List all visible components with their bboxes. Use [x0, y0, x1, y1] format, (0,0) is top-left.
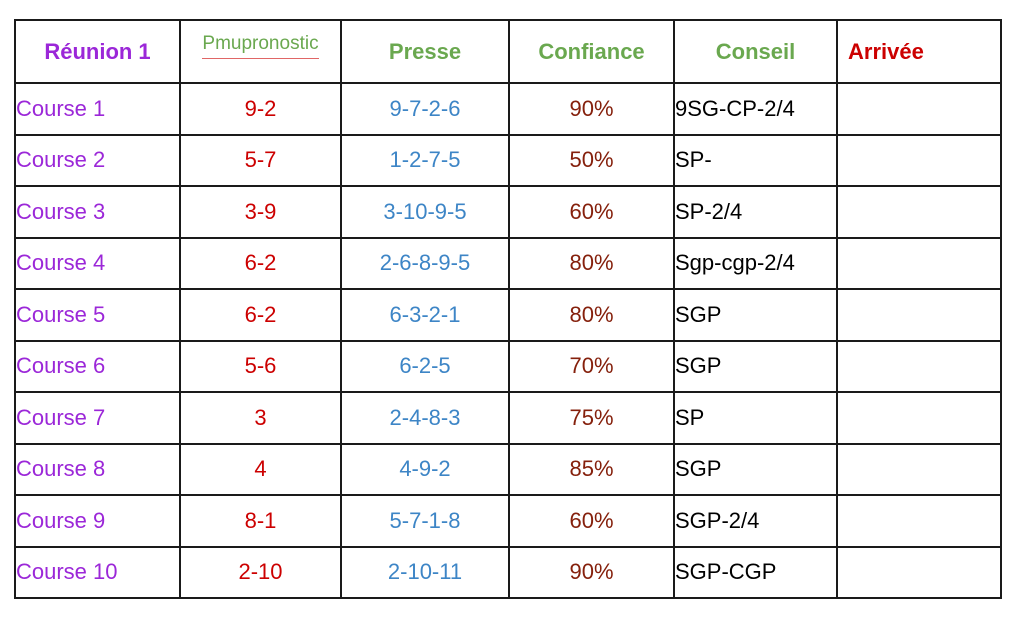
cell-confiance: 60%: [508, 494, 675, 548]
cell-presse: 9-7-2-6: [340, 82, 510, 136]
cell-conseil: 9SG-CP-2/4: [673, 82, 838, 136]
cell-conseil: SGP: [673, 442, 838, 496]
table-row: Course 4 6-2 2-6-8-9-5 80% Sgp-cgp-2/4: [14, 236, 1002, 290]
table-row: Course 6 5-6 6-2-5 70% SGP: [14, 339, 1002, 393]
table-row: Course 10 2-10 2-10-11 90% SGP-CGP: [14, 545, 1002, 599]
table-row: Course 7 3 2-4-8-3 75% SP: [14, 391, 1002, 445]
cell-arrivee[interactable]: [836, 339, 1002, 393]
cell-confiance: 75%: [508, 391, 675, 445]
cell-presse: 6-3-2-1: [340, 288, 510, 342]
cell-presse: 2-10-11: [340, 545, 510, 599]
cell-conseil: SGP: [673, 288, 838, 342]
header-confiance: Confiance: [508, 19, 675, 84]
cell-confiance: 50%: [508, 133, 675, 187]
cell-course: Course 2: [14, 133, 181, 187]
cell-conseil: Sgp-cgp-2/4: [673, 236, 838, 290]
cell-pmu: 4: [179, 442, 342, 496]
cell-conseil: SP: [673, 391, 838, 445]
header-reunion: Réunion 1: [14, 19, 181, 84]
cell-arrivee[interactable]: [836, 288, 1002, 342]
table-row: Course 1 9-2 9-7-2-6 90% 9SG-CP-2/4: [14, 82, 1002, 136]
cell-pmu: 6-2: [179, 288, 342, 342]
cell-presse: 2-4-8-3: [340, 391, 510, 445]
cell-arrivee[interactable]: [836, 391, 1002, 445]
cell-pmu: 5-7: [179, 133, 342, 187]
cell-presse: 5-7-1-8: [340, 494, 510, 548]
cell-conseil: SGP-CGP: [673, 545, 838, 599]
header-pmupronostic-label: Pmupronostic: [202, 33, 319, 59]
cell-pmu: 9-2: [179, 82, 342, 136]
cell-course: Course 9: [14, 494, 181, 548]
cell-arrivee[interactable]: [836, 82, 1002, 136]
cell-presse: 4-9-2: [340, 442, 510, 496]
header-pmupronostic: Pmupronostic: [179, 19, 342, 84]
cell-course: Course 1: [14, 82, 181, 136]
pronostic-table: Réunion 1 Pmupronostic Presse Confiance …: [14, 19, 1002, 599]
cell-conseil: SGP: [673, 339, 838, 393]
cell-pmu: 6-2: [179, 236, 342, 290]
header-presse: Presse: [340, 19, 510, 84]
cell-pmu: 5-6: [179, 339, 342, 393]
cell-pmu: 3: [179, 391, 342, 445]
cell-arrivee[interactable]: [836, 494, 1002, 548]
cell-confiance: 90%: [508, 545, 675, 599]
cell-arrivee[interactable]: [836, 236, 1002, 290]
table-row: Course 5 6-2 6-3-2-1 80% SGP: [14, 288, 1002, 342]
header-row: Réunion 1 Pmupronostic Presse Confiance …: [14, 19, 1002, 84]
cell-course: Course 8: [14, 442, 181, 496]
cell-confiance: 60%: [508, 185, 675, 239]
cell-conseil: SGP-2/4: [673, 494, 838, 548]
table-row: Course 3 3-9 3-10-9-5 60% SP-2/4: [14, 185, 1002, 239]
cell-confiance: 70%: [508, 339, 675, 393]
table-row: Course 2 5-7 1-2-7-5 50% SP-: [14, 133, 1002, 187]
cell-presse: 3-10-9-5: [340, 185, 510, 239]
cell-presse: 1-2-7-5: [340, 133, 510, 187]
cell-confiance: 80%: [508, 288, 675, 342]
cell-confiance: 85%: [508, 442, 675, 496]
cell-arrivee[interactable]: [836, 185, 1002, 239]
cell-pmu: 3-9: [179, 185, 342, 239]
cell-arrivee[interactable]: [836, 545, 1002, 599]
cell-conseil: SP-2/4: [673, 185, 838, 239]
cell-confiance: 80%: [508, 236, 675, 290]
cell-conseil: SP-: [673, 133, 838, 187]
header-arrivee: Arrivée: [836, 19, 1002, 84]
cell-arrivee[interactable]: [836, 442, 1002, 496]
cell-course: Course 6: [14, 339, 181, 393]
cell-course: Course 10: [14, 545, 181, 599]
cell-pmu: 8-1: [179, 494, 342, 548]
table-row: Course 8 4 4-9-2 85% SGP: [14, 442, 1002, 496]
cell-presse: 2-6-8-9-5: [340, 236, 510, 290]
cell-confiance: 90%: [508, 82, 675, 136]
cell-course: Course 4: [14, 236, 181, 290]
cell-course: Course 3: [14, 185, 181, 239]
cell-pmu: 2-10: [179, 545, 342, 599]
cell-presse: 6-2-5: [340, 339, 510, 393]
cell-arrivee[interactable]: [836, 133, 1002, 187]
cell-course: Course 5: [14, 288, 181, 342]
cell-course: Course 7: [14, 391, 181, 445]
table-row: Course 9 8-1 5-7-1-8 60% SGP-2/4: [14, 494, 1002, 548]
header-conseil: Conseil: [673, 19, 838, 84]
